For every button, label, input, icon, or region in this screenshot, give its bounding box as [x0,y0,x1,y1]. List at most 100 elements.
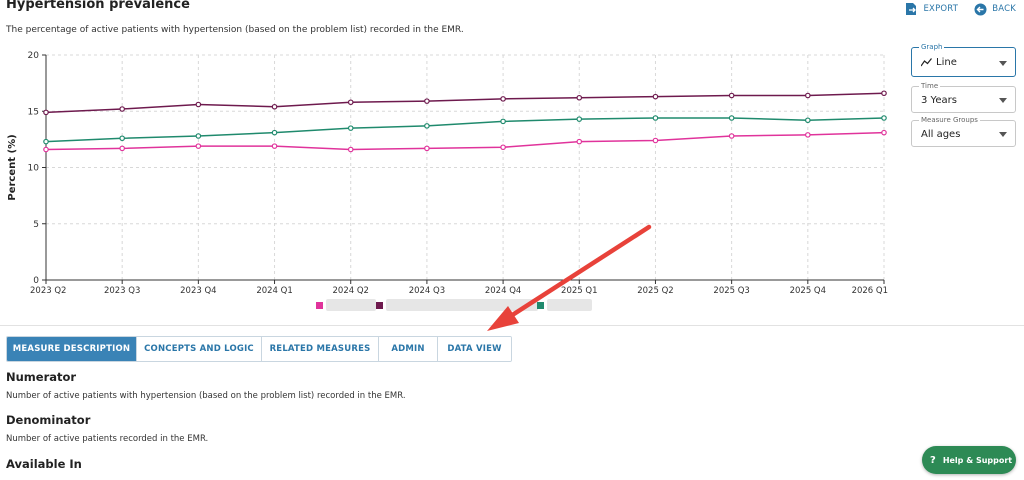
y-tick-label: 5 [33,220,39,230]
tab-concepts-and-logic[interactable]: CONCEPTS AND LOGIC [137,337,262,361]
data-point [805,92,811,99]
data-point [728,115,735,121]
x-tick-label: 2024 Q4 [485,286,521,296]
available-in-heading: Available In [6,457,82,471]
export-label: EXPORT [923,4,959,14]
back-button[interactable]: BACK [974,3,1016,16]
x-tick-label: 2024 Q3 [409,286,445,296]
export-button[interactable]: EXPORT [905,2,958,16]
x-tick-label: 2023 Q3 [104,286,140,296]
tab-data-view[interactable]: DATA VIEW [438,337,511,361]
tab-measure-description[interactable]: MEASURE DESCRIPTION [7,337,137,361]
graph-type-value: Line [936,57,957,68]
time-value: 3 Years [921,95,957,106]
data-point [424,98,430,104]
data-point [652,137,659,144]
data-point [271,103,278,110]
y-tick-label: 20 [28,51,40,61]
y-tick-label: 0 [33,276,39,286]
data-point [881,129,887,136]
y-tick-label: 15 [28,107,39,117]
data-point [424,123,430,129]
data-point [576,116,583,122]
data-point [576,138,583,145]
data-point [424,145,430,152]
measure-tabs: MEASURE DESCRIPTION CONCEPTS AND LOGIC R… [6,336,512,362]
numerator-heading: Numerator [6,370,77,384]
page-subtitle: The percentage of active patients with h… [6,25,464,35]
data-point [119,135,125,142]
data-point [119,145,125,152]
data-point [271,129,278,136]
series-line-1 [45,117,885,143]
data-point [652,93,659,100]
data-point [881,90,887,97]
measure-groups-label: Measure Groups [919,116,980,124]
graph-type-label: Graph [919,43,945,51]
data-point [728,92,735,99]
tab-related-measures[interactable]: RELATED MEASURES [262,337,379,361]
x-tick-label: 2025 Q3 [713,286,749,296]
x-tick-label: 2023 Q4 [180,286,216,296]
measure-groups-select[interactable]: Measure Groups All ages [911,116,1016,147]
legend-swatch [316,302,323,309]
tab-admin[interactable]: ADMIN [379,337,438,361]
legend-label-redacted [326,299,376,311]
series-line-0 [45,92,885,114]
legend-swatch [537,302,544,309]
x-tick-label: 2023 Q2 [30,286,66,296]
help-support-label: Help & Support [942,455,1013,465]
data-point [195,101,202,108]
section-divider [0,325,1024,326]
legend-swatch [376,302,383,309]
chevron-down-icon [999,61,1007,66]
x-tick-label: 2026 Q1 [852,286,888,296]
data-point [119,106,125,112]
data-point [195,143,202,149]
x-tick-label: 2024 Q2 [333,286,369,296]
data-point [43,146,49,153]
series-line-2 [45,131,885,151]
chevron-down-icon [999,98,1007,103]
data-point [881,115,887,121]
data-point [347,99,354,106]
chevron-down-icon [999,132,1007,137]
back-arrow-icon [974,3,987,15]
y-axis-label: Percent (%) [7,134,18,200]
data-point [500,96,506,102]
legend-label-redacted [386,299,538,311]
legend-label-redacted [547,299,592,311]
time-label: Time [919,82,941,90]
data-point [805,132,811,138]
export-icon [906,3,917,15]
data-point [500,144,506,151]
page-title: Hypertension prevalence [6,0,190,12]
denominator-heading: Denominator [6,413,91,427]
x-tick-label: 2025 Q4 [790,286,826,296]
help-support-button[interactable]: ? Help & Support [922,446,1016,474]
data-point [652,115,659,121]
data-point [271,143,278,149]
data-point [576,94,583,101]
data-point [195,133,202,139]
data-point [347,146,354,153]
top-actions: EXPORT BACK [905,2,1016,16]
x-tick-label: 2025 Q1 [561,286,597,296]
back-label: BACK [992,4,1016,14]
time-select[interactable]: Time 3 Years [911,82,1016,113]
x-tick-label: 2024 Q1 [256,286,292,296]
data-point [728,133,735,139]
numerator-text: Number of active patients with hypertens… [6,391,406,401]
data-point [347,125,354,131]
data-point [805,117,811,124]
measure-groups-value: All ages [921,129,961,140]
y-tick-label: 10 [28,164,40,174]
x-tick-label: 2025 Q2 [637,286,673,296]
question-icon: ? [930,454,936,466]
prevalence-line-chart: 0 5 10 15 20 2023 Q2 2023 Q3 2023 Q4 2024 Q1 2024… [7,51,888,311]
data-point [43,109,49,116]
data-point [500,118,506,125]
graph-type-select[interactable]: Graph Line [911,43,1016,77]
data-point [43,138,49,145]
line-chart-icon [921,58,932,67]
